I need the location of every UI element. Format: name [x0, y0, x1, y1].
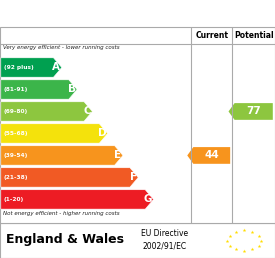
Text: F: F	[130, 172, 137, 182]
Polygon shape	[187, 147, 230, 164]
Text: Very energy efficient - lower running costs: Very energy efficient - lower running co…	[3, 45, 119, 50]
Text: EU Directive
2002/91/EC: EU Directive 2002/91/EC	[141, 229, 189, 250]
Text: (39-54): (39-54)	[4, 153, 28, 158]
Text: C: C	[83, 107, 91, 116]
Text: (92 plus): (92 plus)	[4, 65, 33, 70]
Polygon shape	[1, 58, 62, 77]
Polygon shape	[1, 168, 138, 187]
Text: (21-38): (21-38)	[4, 175, 28, 180]
Text: Energy Efficiency Rating: Energy Efficiency Rating	[8, 7, 180, 20]
Text: England & Wales: England & Wales	[6, 233, 123, 246]
Text: Not energy efficient - higher running costs: Not energy efficient - higher running co…	[3, 211, 119, 216]
Text: D: D	[98, 128, 106, 139]
Text: 44: 44	[204, 150, 219, 160]
Text: (69-80): (69-80)	[4, 109, 28, 114]
Polygon shape	[229, 103, 273, 120]
Text: A: A	[53, 62, 60, 72]
Text: G: G	[144, 195, 152, 204]
Text: (1-20): (1-20)	[4, 197, 24, 202]
Text: Current: Current	[195, 31, 228, 40]
Text: (81-91): (81-91)	[4, 87, 28, 92]
Text: Potential: Potential	[234, 31, 274, 40]
Polygon shape	[1, 190, 153, 209]
Polygon shape	[1, 146, 123, 165]
Polygon shape	[1, 102, 92, 121]
Text: 77: 77	[246, 107, 261, 116]
Text: E: E	[114, 150, 122, 160]
Text: (55-68): (55-68)	[4, 131, 28, 136]
Polygon shape	[1, 80, 77, 99]
Polygon shape	[1, 124, 108, 143]
Text: B: B	[68, 84, 76, 94]
